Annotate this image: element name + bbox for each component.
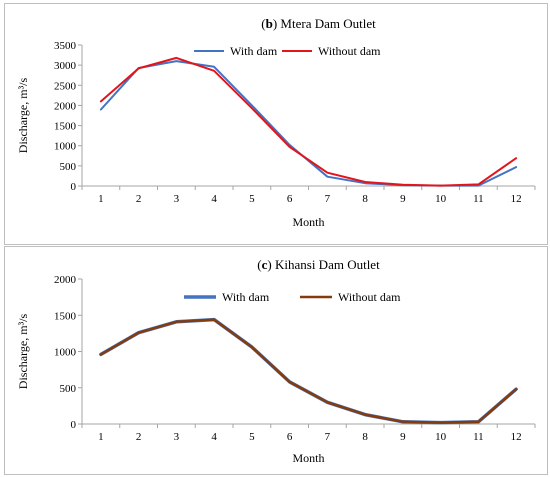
series-line-without-dam [99, 318, 518, 424]
y-tick-label: 1500 [54, 121, 77, 133]
series-line-with-dam [99, 317, 518, 425]
legend-label: Without dam [318, 44, 381, 58]
x-tick-label: 7 [325, 431, 331, 443]
legend-label: With dam [230, 44, 278, 58]
x-tick-label: 11 [473, 193, 484, 205]
x-tick-label: 5 [249, 431, 255, 443]
y-tick-label: 2000 [54, 274, 77, 286]
x-tick-label: 10 [435, 193, 447, 205]
chart-title-letter: c [262, 257, 268, 272]
chart-title-prefix: ( [261, 16, 265, 31]
y-tick-label: 1000 [54, 347, 77, 359]
series-line-with-dam [99, 60, 518, 187]
x-tick-label: 8 [362, 193, 368, 205]
x-tick-label: 6 [287, 193, 293, 205]
chart-title-rest: ) Kihansi Dam Outlet [267, 257, 380, 272]
legend-label: Without dam [338, 290, 401, 304]
legend-label: With dam [222, 290, 270, 304]
x-tick-label: 4 [211, 431, 217, 443]
y-tick-label: 1500 [54, 310, 77, 322]
chart-title-prefix: ( [257, 257, 261, 272]
x-tick-label: 9 [400, 193, 406, 205]
x-tick-label: 12 [511, 193, 522, 205]
x-tick-label: 11 [473, 431, 484, 443]
x-axis-label: Month [292, 215, 324, 229]
y-axis-label: Discharge, m³/s [16, 77, 30, 153]
x-tick-label: 5 [249, 193, 255, 205]
y-tick-label: 3000 [54, 60, 77, 72]
chart-panel-mtera: (b) Mtera Dam Outlet 0 500 1000 1500 2000 2500… [4, 3, 548, 245]
x-tick-label: 9 [400, 431, 406, 443]
x-tick-label: 1 [98, 193, 104, 205]
x-axis-label: Month [292, 451, 324, 465]
x-tick-label: 2 [136, 431, 142, 443]
y-tick-label: 0 [71, 181, 77, 193]
x-tick-label: 2 [136, 193, 142, 205]
x-tick-label: 10 [435, 431, 447, 443]
x-tick-label: 8 [362, 431, 368, 443]
x-tick-label: 6 [287, 431, 293, 443]
x-tick-label: 3 [174, 431, 180, 443]
y-tick-label: 2500 [54, 80, 77, 92]
chart-panel-kihansi: (c) Kihansi Dam Outlet 0 500 1000 1500 2000 1 2… [4, 246, 548, 475]
y-tick-label: 3500 [54, 40, 77, 52]
x-tick-label: 1 [98, 431, 104, 443]
y-axis-label: Discharge, m³/s [16, 313, 30, 389]
y-tick-label: 500 [60, 161, 77, 173]
chart-title-rest: ) Mtera Dam Outlet [273, 16, 376, 31]
chart-title: (b) Mtera Dam Outlet [261, 16, 376, 31]
y-tick-label: 2000 [54, 100, 77, 112]
y-tick-label: 500 [60, 383, 77, 395]
chart-title: (c) Kihansi Dam Outlet [257, 257, 380, 272]
mtera-chart: (b) Mtera Dam Outlet 0 500 1000 1500 2000 2500… [16, 16, 536, 229]
chart-title-letter: b [266, 16, 273, 31]
x-tick-label: 3 [174, 193, 180, 205]
x-tick-label: 7 [325, 193, 331, 205]
series-line-without-dam [99, 56, 518, 187]
x-tick-label: 12 [511, 431, 522, 443]
y-tick-label: 0 [71, 419, 77, 431]
x-tick-label: 4 [211, 193, 217, 205]
y-tick-label: 1000 [54, 141, 77, 153]
